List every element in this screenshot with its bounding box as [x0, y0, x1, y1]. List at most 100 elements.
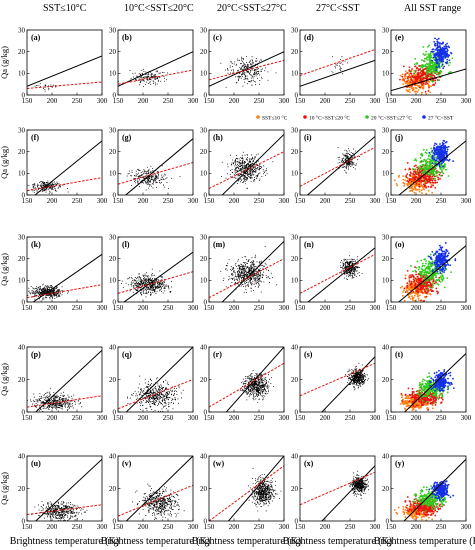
data-point: [251, 162, 253, 164]
data-point: [43, 184, 45, 186]
data-point: [50, 84, 52, 86]
data-point: [155, 178, 157, 180]
panel-label: (l): [122, 240, 130, 249]
x-tick-label: 200: [47, 304, 58, 312]
y-tick-label: 10: [18, 70, 26, 78]
data-point: [150, 79, 152, 81]
data-point: [138, 172, 140, 174]
data-point: [446, 52, 448, 55]
data-point: [147, 75, 149, 77]
data-point: [54, 295, 56, 297]
data-point: [256, 68, 258, 70]
data-point: [403, 75, 406, 78]
data-point: [260, 69, 262, 71]
data-point: [153, 284, 154, 286]
data-point: [340, 160, 342, 162]
data-point: [432, 181, 435, 184]
data-point: [408, 69, 411, 71]
data-point: [158, 174, 160, 176]
data-point: [241, 69, 243, 71]
data-point: [148, 178, 150, 180]
data-point: [147, 277, 149, 279]
data-point: [436, 42, 439, 45]
data-point: [250, 163, 252, 165]
data-point: [249, 158, 251, 160]
data-point: [235, 64, 237, 66]
data-point: [250, 77, 252, 79]
data-point: [444, 56, 447, 59]
data-point: [418, 174, 421, 177]
data-point: [40, 293, 42, 295]
data-point: [147, 180, 149, 182]
data-point: [420, 152, 423, 155]
data-point: [340, 68, 342, 70]
data-point: [432, 74, 434, 77]
data-point: [240, 269, 242, 271]
data-point: [249, 72, 251, 74]
data-point: [145, 278, 147, 280]
data-point: [244, 262, 246, 264]
data-point: [136, 284, 138, 286]
data-point: [445, 45, 448, 48]
data-point: [264, 267, 266, 269]
data-point: [412, 168, 414, 170]
data-point: [244, 175, 246, 177]
data-point: [165, 79, 167, 81]
data-point: [344, 154, 346, 156]
data-point: [423, 184, 426, 186]
data-point: [258, 276, 260, 278]
data-point: [232, 69, 234, 71]
data-point: [226, 68, 228, 70]
data-point: [426, 165, 428, 167]
data-point: [53, 183, 55, 185]
data-point: [154, 179, 156, 181]
data-point: [427, 185, 430, 188]
data-point: [225, 69, 227, 71]
data-point: [148, 177, 150, 179]
data-point: [137, 285, 139, 287]
data-point: [36, 191, 38, 193]
panel-frame: [390, 129, 467, 196]
data-point: [33, 292, 35, 294]
data-point: [159, 181, 161, 183]
data-point: [241, 269, 243, 271]
data-point: [406, 80, 408, 83]
data-point: [237, 166, 239, 168]
data-point: [428, 70, 431, 73]
data-point: [242, 163, 244, 165]
data-point: [252, 265, 254, 267]
data-point: [133, 279, 135, 281]
data-point: [448, 59, 451, 62]
x-tick-label: 300: [188, 97, 199, 105]
x-tick-label: 200: [320, 197, 331, 205]
data-point: [443, 65, 446, 68]
data-point: [41, 187, 43, 189]
data-point: [244, 256, 246, 258]
data-point: [147, 275, 149, 277]
data-point: [436, 155, 439, 158]
data-point: [50, 294, 52, 296]
data-point: [149, 181, 151, 183]
data-point: [152, 180, 154, 182]
data-point: [151, 268, 153, 270]
data-point: [409, 76, 412, 78]
data-point: [154, 283, 156, 285]
data-point: [259, 83, 261, 85]
data-point: [265, 169, 267, 171]
data-point: [143, 289, 145, 291]
data-point: [56, 291, 58, 293]
legend-label: SST≤10 °C: [262, 115, 288, 122]
data-point: [257, 286, 259, 288]
data-point: [156, 283, 158, 285]
data-point: [246, 276, 248, 278]
data-point: [249, 280, 251, 282]
data-point: [135, 170, 137, 172]
data-point: [46, 286, 48, 288]
data-point: [140, 76, 142, 78]
data-point: [36, 291, 38, 293]
legend-label: 27 °C<SST: [428, 115, 454, 122]
data-point: [54, 187, 56, 189]
data-point: [152, 168, 154, 170]
data-point: [444, 158, 447, 161]
